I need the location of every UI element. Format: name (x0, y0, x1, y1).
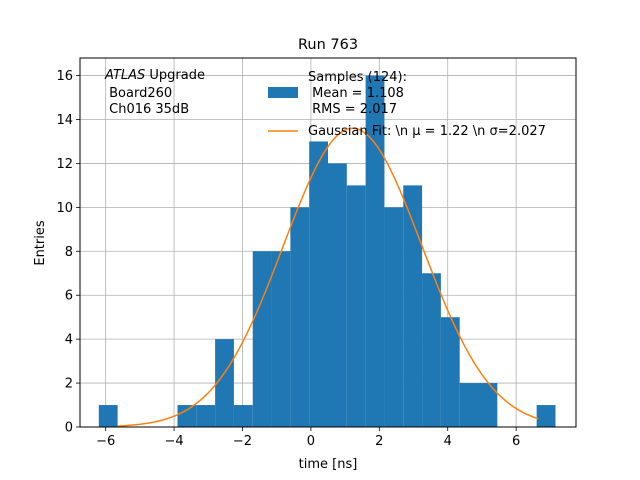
x-axis-ticks: −6 −4 −2 0 2 4 6 (96, 427, 520, 449)
histogram-bar-2 (196, 405, 216, 427)
histogram-bar-12 (384, 207, 404, 427)
histogram-bar-16 (459, 383, 479, 427)
histogram-bar-6 (271, 251, 291, 427)
y-tick-label-5: 10 (56, 201, 73, 216)
y-tick-label-2: 4 (65, 333, 73, 348)
legend-hist-line-1: Samples (124): (308, 70, 407, 85)
x-tick-label-4: 2 (375, 434, 383, 449)
histogram-bar-8 (309, 141, 328, 427)
annotation-line-1: ATLAS Upgrade (104, 68, 205, 83)
histogram-bar-1 (177, 405, 197, 427)
y-tick-label-6: 12 (56, 157, 73, 172)
histogram-bar-5 (252, 251, 272, 427)
x-tick-label-0: −6 (96, 434, 115, 449)
histogram-bar-15 (440, 317, 460, 427)
histogram-bar-0 (98, 405, 118, 427)
histogram-bars (98, 75, 556, 428)
chart-title: Run 763 (298, 37, 358, 53)
x-tick-label-2: −2 (233, 434, 252, 449)
histogram-bar-14 (422, 273, 441, 427)
y-axis-ticks: 0 2 4 6 8 10 12 14 16 (56, 69, 80, 436)
histogram-bar-3 (215, 339, 234, 427)
y-tick-label-1: 2 (65, 377, 73, 392)
y-tick-label-8: 16 (56, 69, 73, 84)
x-tick-label-1: −4 (164, 434, 183, 449)
legend-hist-swatch (268, 87, 298, 98)
y-axis-label: Entries (33, 220, 48, 266)
histogram-bar-13 (403, 185, 423, 427)
annotation-line-2: Board260 (105, 86, 172, 101)
annotation-line-3: Ch016 35dB (105, 102, 189, 117)
x-tick-label-5: 4 (444, 434, 452, 449)
y-tick-label-0: 0 (65, 421, 73, 436)
histogram-bar-11 (365, 75, 385, 428)
histogram-bar-17 (478, 383, 498, 427)
gaussian-fit-curve (117, 127, 539, 427)
x-tick-label-3: 0 (307, 434, 315, 449)
legend-fit-label: Gaussian Fit: \n μ = 1.22 \n σ=2.027 (308, 124, 546, 139)
atlas-annotation: ATLAS Upgrade Board260 Ch016 35dB (104, 68, 205, 117)
y-tick-label-4: 8 (65, 245, 73, 260)
y-tick-label-3: 6 (65, 289, 73, 304)
x-tick-label-6: 6 (512, 434, 520, 449)
legend-hist-line-3: RMS = 2.017 (308, 102, 397, 117)
x-axis-label: time [ns] (299, 457, 358, 472)
histogram-bar-18 (536, 405, 556, 427)
histogram-bar-9 (328, 163, 347, 427)
histogram-bar-7 (290, 207, 310, 427)
histogram-bar-10 (346, 185, 366, 427)
histogram-bar-4 (233, 405, 253, 427)
legend-hist-line-2: Mean = 1.108 (308, 86, 404, 101)
plot-frame (79, 57, 577, 428)
y-tick-label-7: 14 (56, 113, 73, 128)
legend: Samples (124): Mean = 1.108 RMS = 2.017 … (268, 70, 546, 139)
